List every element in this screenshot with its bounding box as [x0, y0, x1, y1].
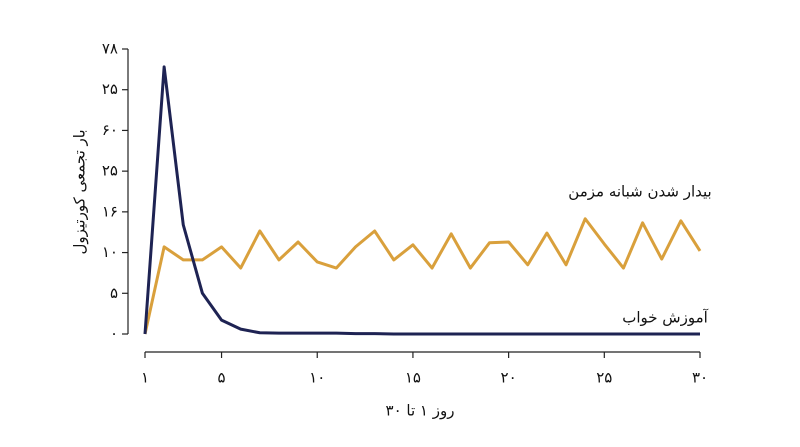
y-tick-label: ۱۰	[102, 243, 118, 261]
x-axis-label: روز ۱ تا ۳۰	[386, 402, 455, 420]
y-tick-label: ۱۶	[102, 202, 118, 220]
series-line	[143, 65, 700, 336]
x-tick-label: ۵	[218, 369, 226, 387]
series-label: آموزش خواب	[622, 309, 708, 327]
x-tick-label: ۲۰	[501, 369, 517, 387]
x-tick-label: ۳۰	[692, 369, 708, 387]
x-tick-label: ۲۵	[596, 369, 612, 387]
x-tick-label: ۱۵	[405, 369, 421, 387]
x-tick-label: ۱	[141, 369, 149, 387]
y-tick-label: ۷۸	[102, 40, 118, 58]
x-tick-label: ۱۰	[309, 369, 325, 387]
y-axis-label: بار تجمعی کورتیزول	[71, 129, 89, 254]
y-tick-label: ۲۵	[102, 162, 118, 180]
y-tick-label: ۵	[110, 284, 118, 302]
series-label: بیدار شدن شبانه مزمن	[568, 183, 711, 201]
series-line	[143, 217, 702, 335]
y-tick-label: ۶۰	[102, 121, 118, 139]
y-tick-label: ۰	[110, 325, 118, 343]
y-tick-label: ۲۵	[102, 80, 118, 98]
